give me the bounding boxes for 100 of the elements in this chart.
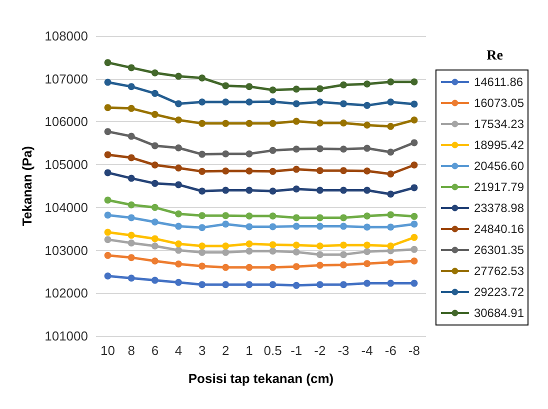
point — [387, 148, 394, 156]
x-tick-label: 3 — [198, 343, 206, 358]
legend-label: 21917.79 — [474, 180, 524, 194]
legend-label: 27762.53 — [474, 264, 524, 278]
point — [364, 168, 371, 174]
legend-title: Re — [486, 48, 504, 64]
point — [316, 85, 324, 92]
point — [269, 264, 276, 271]
y-axis-title: Tekanan (Pa) — [20, 146, 35, 226]
point — [410, 280, 418, 287]
point — [246, 83, 253, 90]
point — [364, 248, 371, 256]
y-tick-label: 102000 — [44, 286, 88, 301]
point — [292, 282, 300, 289]
legend-label: 18995.42 — [474, 138, 524, 152]
point — [340, 81, 347, 88]
x-tick-label: -8 — [408, 343, 420, 358]
legend-label: 26301.35 — [474, 243, 524, 257]
point — [198, 120, 206, 127]
point — [222, 248, 230, 256]
point — [292, 100, 300, 108]
point — [269, 212, 276, 220]
point — [292, 86, 300, 93]
point — [104, 169, 112, 176]
point — [292, 242, 300, 249]
point — [128, 132, 135, 140]
point — [246, 212, 253, 220]
point — [128, 240, 135, 246]
point — [175, 116, 182, 124]
point — [316, 242, 324, 250]
point — [340, 222, 347, 230]
point — [269, 168, 276, 175]
point — [128, 154, 135, 162]
point — [128, 83, 135, 90]
point — [410, 246, 418, 253]
point — [198, 150, 206, 158]
point — [387, 280, 394, 287]
point — [198, 242, 206, 250]
legend-label: 30684.91 — [474, 306, 524, 320]
point — [410, 100, 418, 108]
point — [387, 211, 394, 218]
point — [222, 281, 230, 288]
point — [128, 274, 135, 282]
point — [175, 72, 182, 80]
point — [364, 212, 371, 220]
point — [246, 186, 253, 194]
point — [316, 145, 324, 152]
point — [410, 78, 418, 86]
point — [175, 260, 182, 268]
x-tick-label: -2 — [314, 343, 326, 358]
point — [387, 170, 394, 178]
point — [128, 232, 135, 239]
point — [104, 151, 112, 158]
point — [151, 235, 158, 242]
point — [198, 248, 206, 256]
point — [198, 224, 206, 232]
point — [410, 139, 418, 146]
point — [246, 223, 253, 230]
point — [222, 212, 230, 220]
point — [151, 180, 158, 187]
point — [316, 251, 324, 258]
x-tick-label: 4 — [174, 343, 182, 358]
point — [364, 144, 371, 152]
point — [340, 261, 347, 268]
point — [340, 251, 347, 258]
point — [292, 248, 300, 256]
point — [151, 162, 158, 168]
x-tick-label: 8 — [128, 343, 135, 358]
point — [104, 236, 112, 244]
point — [340, 186, 347, 194]
point — [269, 223, 276, 230]
x-tick-label: -6 — [384, 343, 396, 358]
point — [316, 222, 324, 230]
point — [364, 102, 371, 109]
point — [175, 181, 182, 188]
point — [222, 168, 230, 174]
point — [104, 252, 112, 259]
point — [410, 212, 418, 220]
point — [222, 186, 230, 194]
point — [316, 262, 324, 269]
legend-label: 14611.86 — [474, 75, 524, 89]
point — [151, 69, 158, 76]
point — [246, 120, 253, 127]
point — [316, 214, 324, 222]
point — [364, 224, 371, 231]
point — [151, 258, 158, 264]
point — [410, 162, 418, 168]
point — [387, 122, 394, 130]
point — [410, 116, 418, 124]
point — [151, 90, 158, 97]
point — [316, 167, 324, 174]
point — [198, 262, 206, 270]
point — [246, 248, 253, 255]
point — [151, 276, 158, 284]
point — [410, 234, 418, 241]
legend-label: 17534.23 — [474, 117, 524, 131]
y-tick-label: 106000 — [44, 114, 88, 130]
point — [340, 120, 347, 126]
point — [151, 218, 158, 226]
point — [128, 104, 135, 112]
